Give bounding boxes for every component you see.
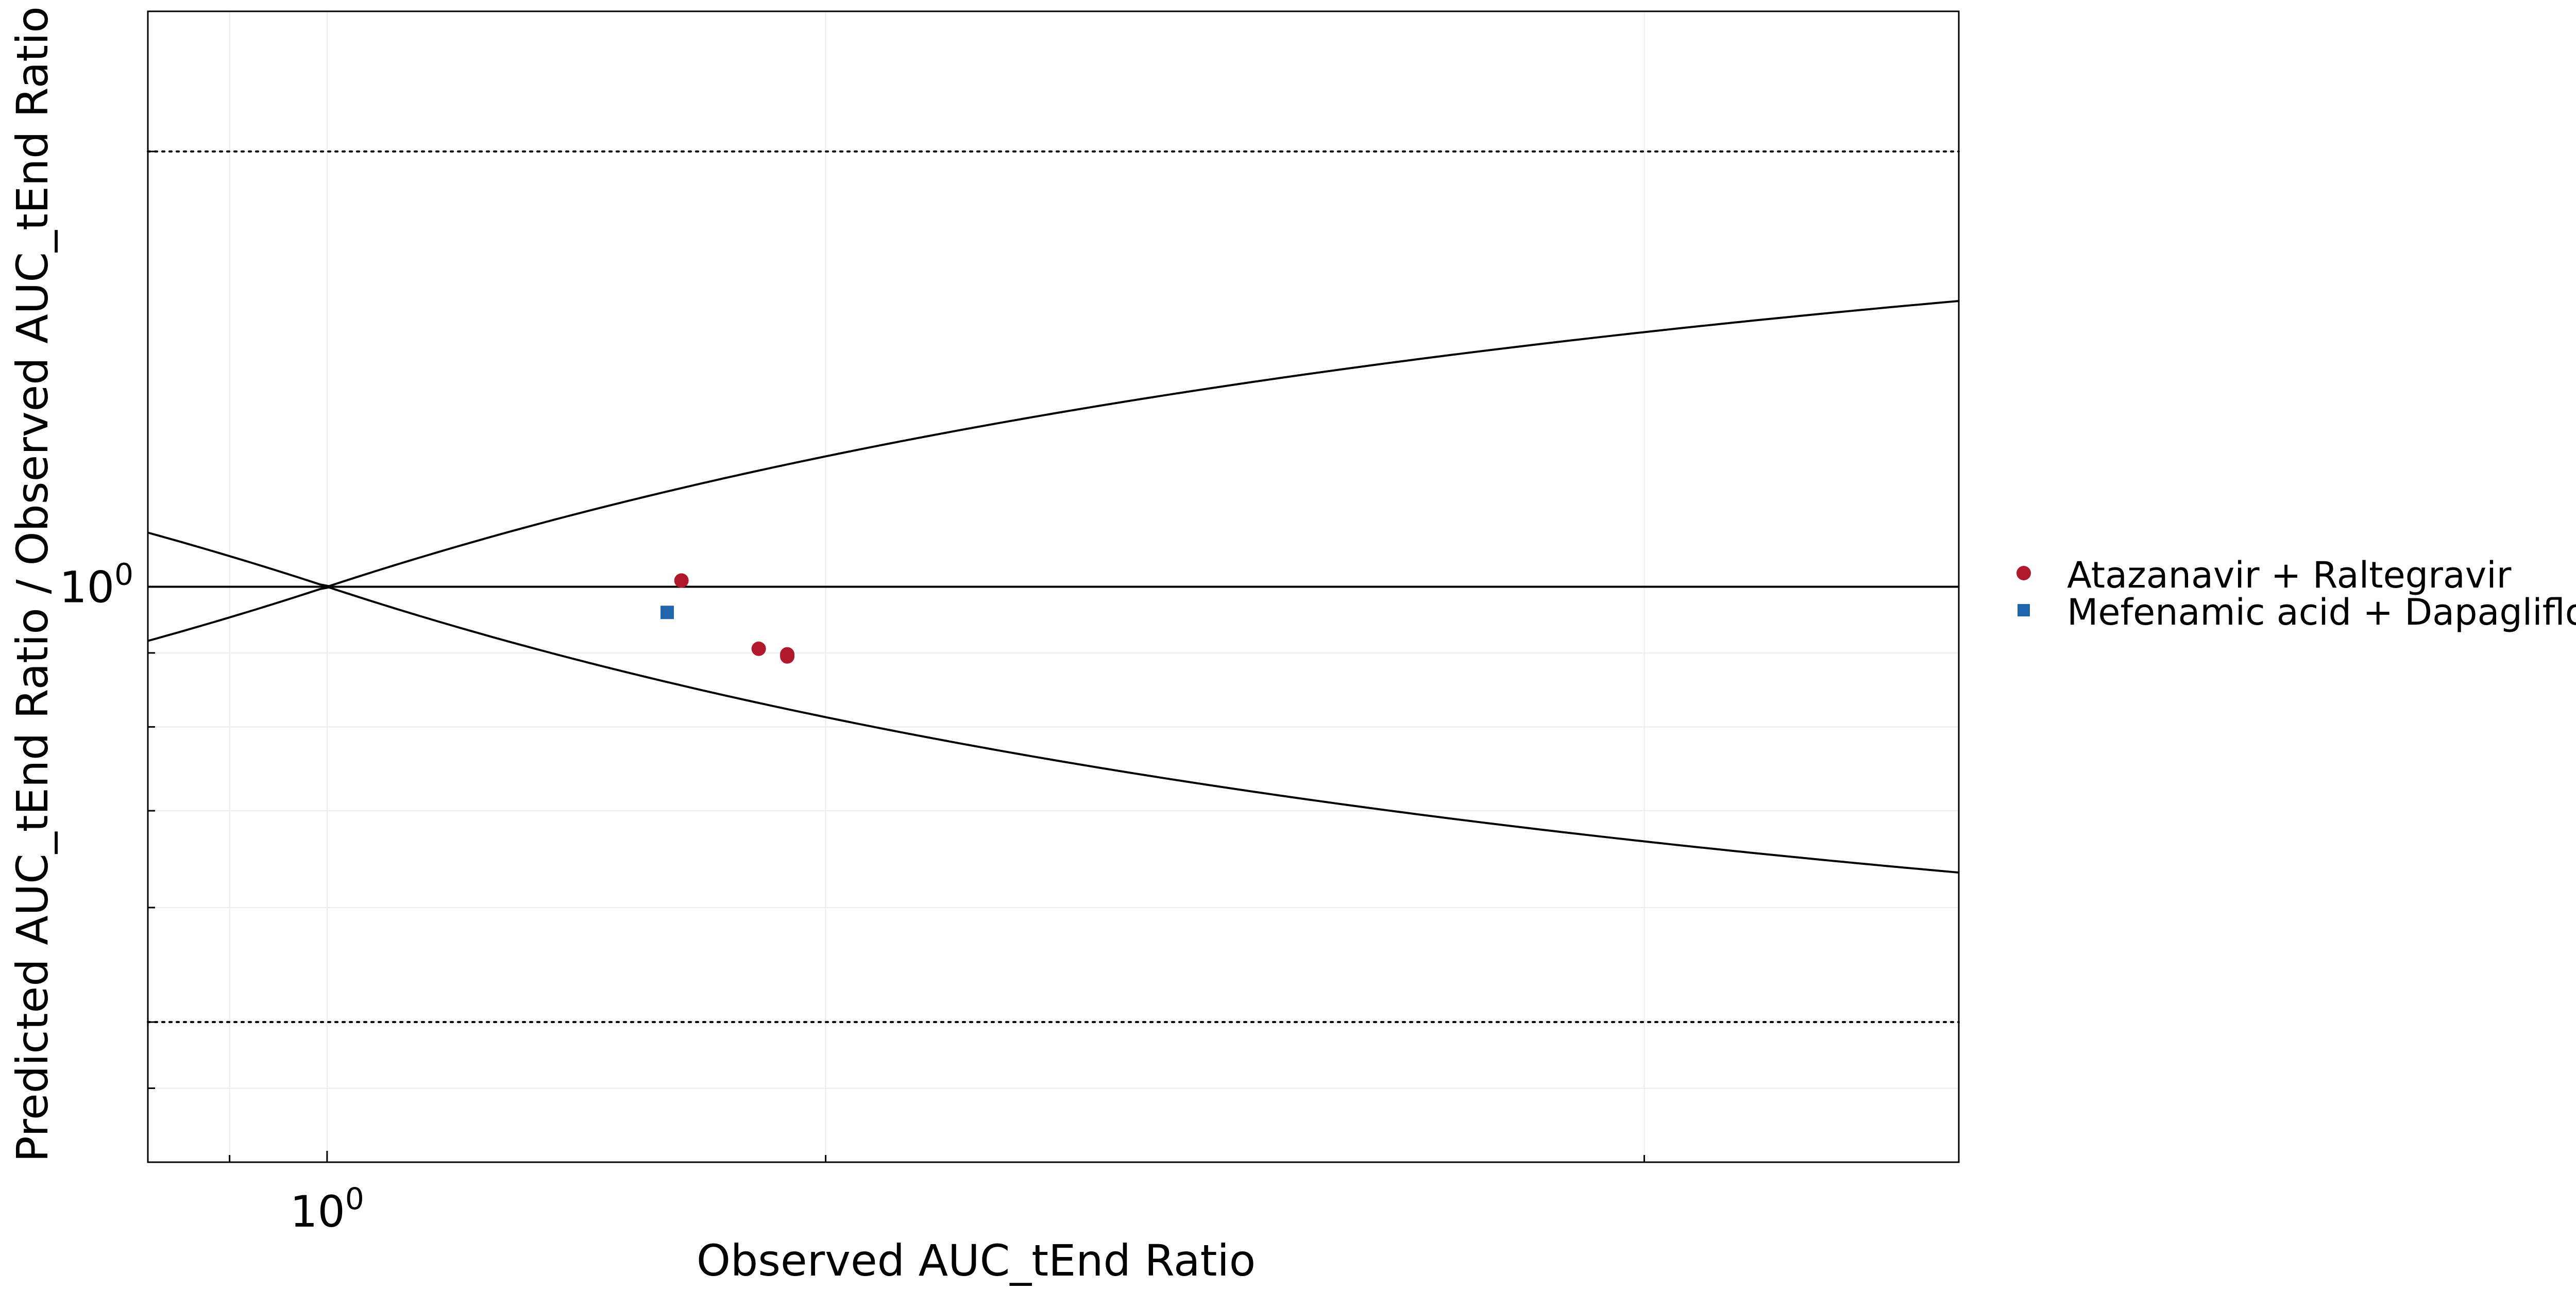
x-axis-label: Observed AUC_tEnd Ratio	[697, 1235, 1256, 1286]
reference-curve-guest-lower	[147, 586, 1959, 874]
x-tick-label: 100	[290, 1181, 364, 1237]
data-points	[660, 573, 795, 664]
data-point-circle	[674, 573, 689, 588]
x-tick-label-base: 10	[290, 1186, 345, 1237]
y-axis-label: Predicted AUC_tEnd Ratio / Observed AUC_…	[7, 6, 58, 1162]
data-point-square	[660, 606, 674, 619]
y-tick-label-exponent: 0	[114, 557, 133, 592]
legend-marker-square	[2018, 604, 2030, 616]
data-point-circle	[780, 649, 795, 664]
x-tick-label-exponent: 0	[345, 1181, 364, 1216]
legend-marker-circle	[2016, 566, 2031, 580]
legend-label: Mefenamic acid + Dapagliflozin	[2067, 591, 2576, 633]
data-point-circle	[751, 641, 766, 656]
y-tick-label: 100	[59, 557, 133, 613]
y-tick-label-base: 10	[59, 562, 114, 613]
reference-lines	[147, 150, 1960, 1024]
legend-label: Atazanavir + Raltegravir	[2067, 554, 2512, 596]
axis-ticks	[148, 150, 1646, 1162]
reference-curve-guest-upper	[147, 300, 1959, 588]
